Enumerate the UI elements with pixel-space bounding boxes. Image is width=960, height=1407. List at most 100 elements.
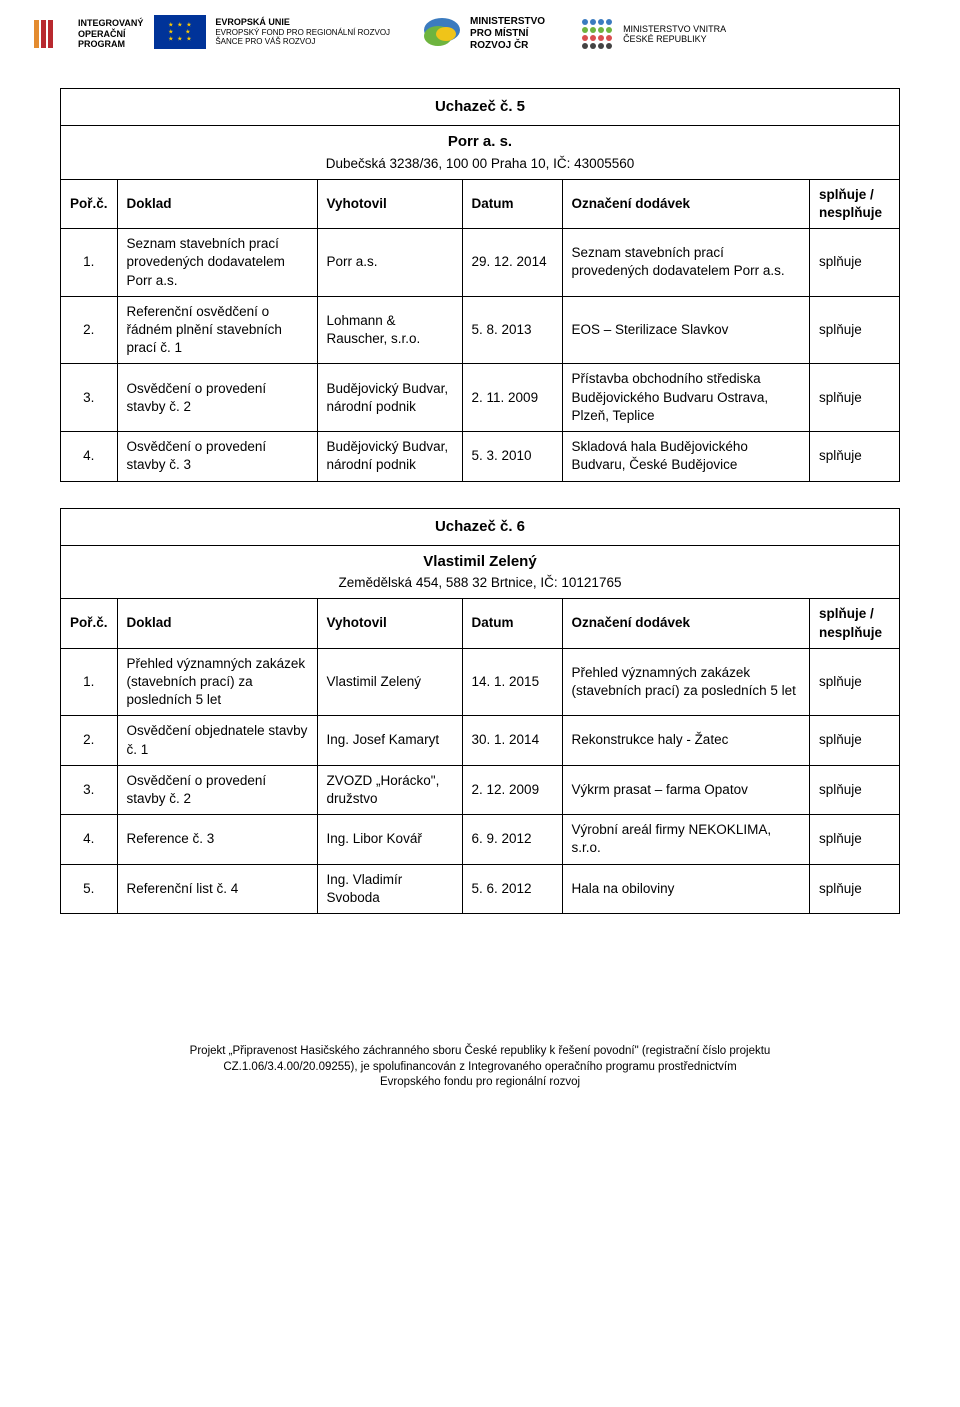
mmr-line1: MINISTERSTVO (470, 16, 545, 28)
logo-mmr: MINISTERSTVO PRO MÍSTNÍ ROZVOJ ČR (420, 14, 545, 54)
cell-doc: Seznam stavebních prací provedených doda… (117, 229, 317, 297)
cell-author: ZVOZD „Horácko", družstvo (317, 765, 462, 814)
cell-label: Rekonstrukce haly - Žatec (562, 716, 809, 765)
cell-status: splňuje (810, 648, 900, 716)
cell-date: 2. 11. 2009 (462, 364, 562, 432)
cell-label: Skladová hala Budějovického Budvaru, Čes… (562, 432, 809, 481)
cell-doc: Přehled významných zakázek (stavebních p… (117, 648, 317, 716)
eu-line1: EVROPSKÁ UNIE (215, 17, 390, 28)
cell-num: 3. (61, 364, 118, 432)
table6-company: Vlastimil Zelený Zemědělská 454, 588 32 … (61, 545, 900, 598)
cell-date: 2. 12. 2009 (462, 765, 562, 814)
table-row: 2. Referenční osvědčení o řádném plnění … (61, 296, 900, 364)
th-vyhotovil: Vyhotovil (317, 179, 462, 228)
cell-status: splňuje (810, 432, 900, 481)
cell-num: 4. (61, 815, 118, 864)
cell-doc: Reference č. 3 (117, 815, 317, 864)
table-row: 3. Osvědčení o provedení stavby č. 2 Bud… (61, 364, 900, 432)
cell-doc: Osvědčení o provedení stavby č. 3 (117, 432, 317, 481)
table5-company-addr: Dubečská 3238/36, 100 00 Praha 10, IČ: 4… (326, 156, 634, 171)
mmr-text: MINISTERSTVO PRO MÍSTNÍ ROZVOJ ČR (470, 16, 545, 52)
table-row: 5. Referenční list č. 4 Ing. Vladimír Sv… (61, 864, 900, 913)
cell-author: Ing. Vladimír Svoboda (317, 864, 462, 913)
footer-line3: Evropského fondu pro regionální rozvoj (380, 1076, 580, 1088)
cell-date: 5. 3. 2010 (462, 432, 562, 481)
cell-num: 5. (61, 864, 118, 913)
mv-icon (577, 14, 617, 54)
cell-doc: Referenční list č. 4 (117, 864, 317, 913)
cell-date: 14. 1. 2015 (462, 648, 562, 716)
footer-line1: Projekt „Připravenost Hasičského záchran… (190, 1045, 771, 1057)
table-row: 3. Osvědčení o provedení stavby č. 2 ZVO… (61, 765, 900, 814)
cell-num: 3. (61, 765, 118, 814)
iop-line1: INTEGROVANÝ (78, 18, 143, 29)
eu-line3: ŠANCE PRO VÁŠ ROZVOJ (215, 37, 390, 47)
table-row: 1. Seznam stavebních prací provedených d… (61, 229, 900, 297)
cell-doc: Osvědčení objednatele stavby č. 1 (117, 716, 317, 765)
page-content: Uchazeč č. 5 Porr a. s. Dubečská 3238/36… (0, 88, 960, 914)
cell-date: 30. 1. 2014 (462, 716, 562, 765)
cell-status: splňuje (810, 716, 900, 765)
eu-flag-icon: ★ ★ ★★ ★★ ★ ★ (153, 14, 207, 50)
cell-author: Budějovický Budvar, národní podnik (317, 432, 462, 481)
mv-text: MINISTERSTVO VNITRA ČESKÉ REPUBLIKY (623, 24, 726, 45)
th-splnuje: splňuje / nesplňuje (810, 599, 900, 648)
th-oznaceni: Označení dodávek (562, 599, 809, 648)
table-row: 1. Přehled významných zakázek (stavebníc… (61, 648, 900, 716)
cell-label: EOS – Sterilizace Slavkov (562, 296, 809, 364)
cell-author: Porr a.s. (317, 229, 462, 297)
th-porc: Poř.č. (61, 179, 118, 228)
table-uchazec-6: Uchazeč č. 6 Vlastimil Zelený Zemědělská… (60, 508, 900, 915)
eu-text: EVROPSKÁ UNIE EVROPSKÝ FOND PRO REGIONÁL… (215, 17, 390, 47)
cell-num: 1. (61, 229, 118, 297)
th-vyhotovil: Vyhotovil (317, 599, 462, 648)
mv-line1: MINISTERSTVO VNITRA (623, 24, 726, 34)
cell-status: splňuje (810, 864, 900, 913)
table5-title: Uchazeč č. 5 (61, 89, 900, 126)
th-datum: Datum (462, 599, 562, 648)
cell-label: Výkrm prasat – farma Opatov (562, 765, 809, 814)
logo-iop: INTEGROVANÝ OPERAČNÍ PROGRAM (30, 14, 143, 54)
mmr-icon (420, 14, 464, 54)
cell-date: 29. 12. 2014 (462, 229, 562, 297)
page-footer: Projekt „Připravenost Hasičského záchran… (0, 1044, 960, 1121)
cell-author: Lohmann & Rauscher, s.r.o. (317, 296, 462, 364)
cell-author: Ing. Josef Kamaryt (317, 716, 462, 765)
table-row: 2. Osvědčení objednatele stavby č. 1 Ing… (61, 716, 900, 765)
logo-mv: MINISTERSTVO VNITRA ČESKÉ REPUBLIKY (577, 14, 726, 54)
cell-label: Hala na obiloviny (562, 864, 809, 913)
table6-header-row: Poř.č. Doklad Vyhotovil Datum Označení d… (61, 599, 900, 648)
table-row: 4. Reference č. 3 Ing. Libor Kovář 6. 9.… (61, 815, 900, 864)
th-porc: Poř.č. (61, 599, 118, 648)
eu-line2: EVROPSKÝ FOND PRO REGIONÁLNÍ ROZVOJ (215, 28, 390, 38)
th-doklad: Doklad (117, 599, 317, 648)
cell-label: Přístavba obchodního střediska Budějovic… (562, 364, 809, 432)
cell-date: 6. 9. 2012 (462, 815, 562, 864)
cell-author: Ing. Libor Kovář (317, 815, 462, 864)
cell-status: splňuje (810, 229, 900, 297)
cell-status: splňuje (810, 765, 900, 814)
cell-author: Vlastimil Zelený (317, 648, 462, 716)
cell-label: Výrobní areál firmy NEKOKLIMA, s.r.o. (562, 815, 809, 864)
iop-text: INTEGROVANÝ OPERAČNÍ PROGRAM (78, 18, 143, 50)
th-oznaceni: Označení dodávek (562, 179, 809, 228)
iop-icon (30, 14, 70, 54)
table6-title: Uchazeč č. 6 (61, 508, 900, 545)
th-datum: Datum (462, 179, 562, 228)
cell-date: 5. 8. 2013 (462, 296, 562, 364)
cell-doc: Osvědčení o provedení stavby č. 2 (117, 364, 317, 432)
table-row: 4. Osvědčení o provedení stavby č. 3 Bud… (61, 432, 900, 481)
cell-num: 4. (61, 432, 118, 481)
cell-author: Budějovický Budvar, národní podnik (317, 364, 462, 432)
cell-num: 1. (61, 648, 118, 716)
cell-status: splňuje (810, 296, 900, 364)
th-splnuje: splňuje / nesplňuje (810, 179, 900, 228)
cell-status: splňuje (810, 815, 900, 864)
iop-line3: PROGRAM (78, 39, 143, 50)
footer-line2: CZ.1.06/3.4.00/20.09255), je spolufinanc… (223, 1061, 736, 1073)
cell-date: 5. 6. 2012 (462, 864, 562, 913)
header-logos: INTEGROVANÝ OPERAČNÍ PROGRAM ★ ★ ★★ ★★ ★… (0, 0, 960, 62)
table5-company: Porr a. s. Dubečská 3238/36, 100 00 Prah… (61, 126, 900, 179)
cell-doc: Osvědčení o provedení stavby č. 2 (117, 765, 317, 814)
cell-num: 2. (61, 716, 118, 765)
